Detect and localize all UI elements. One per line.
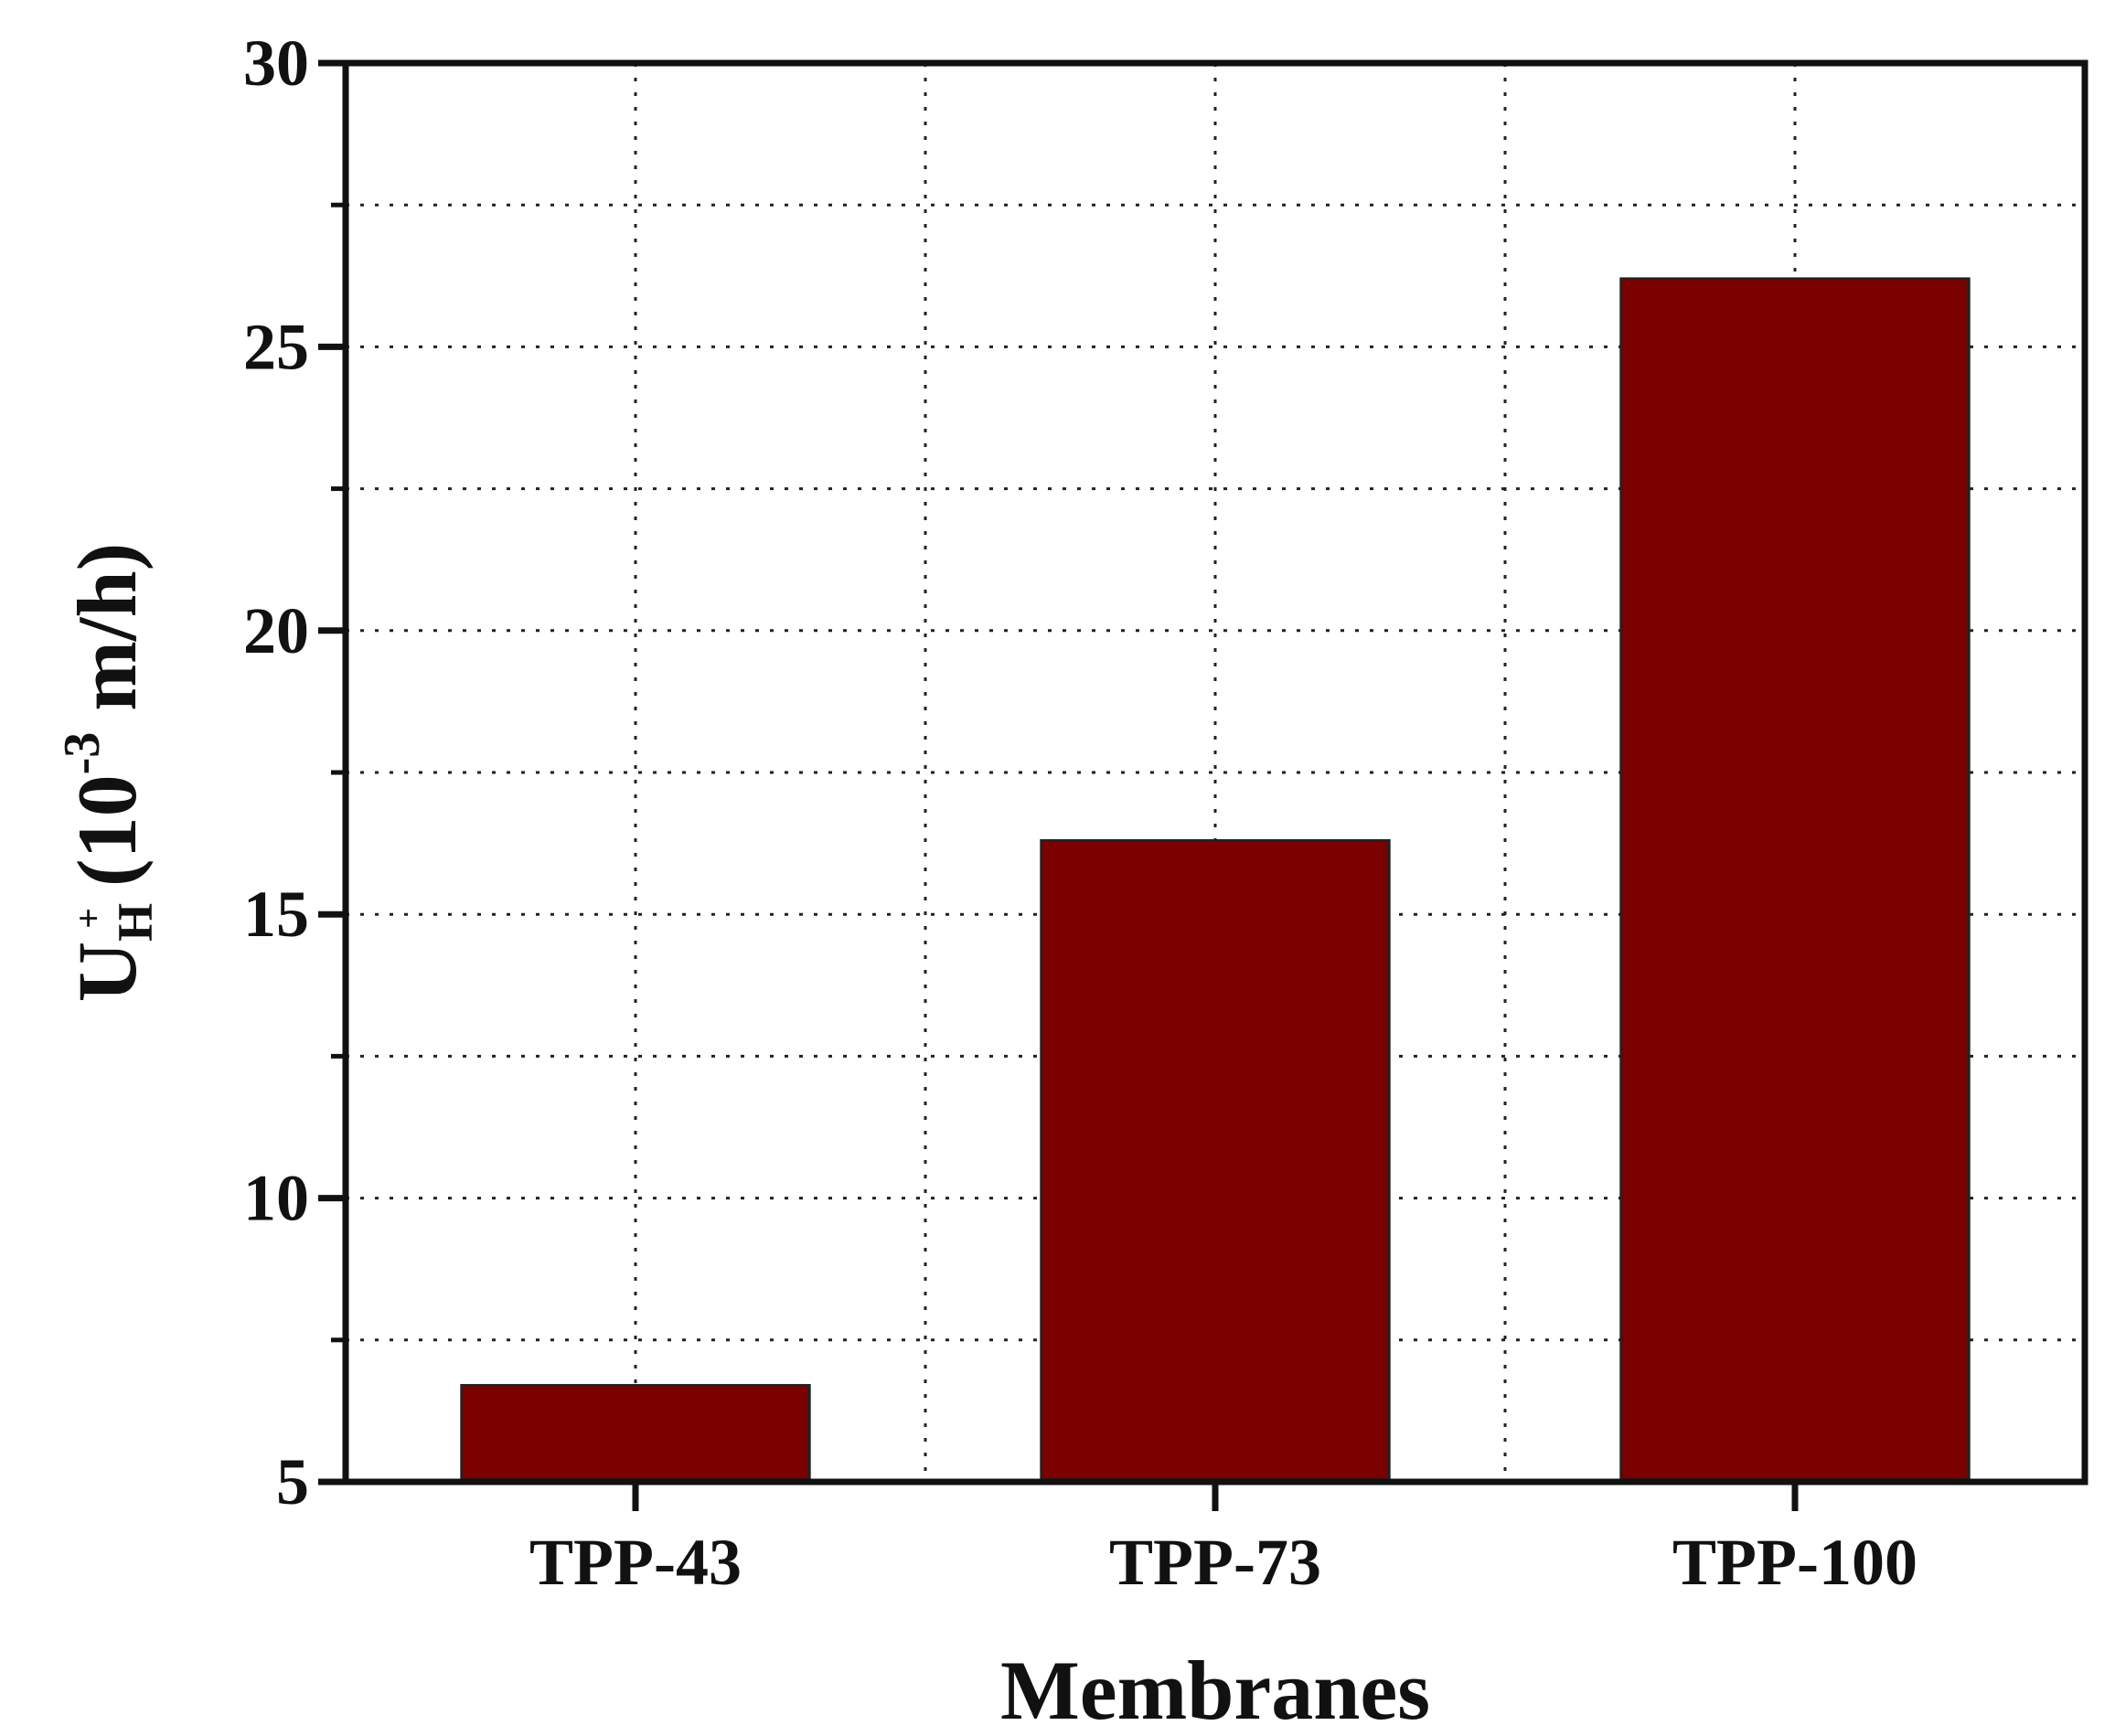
y-tick-label: 5 [276,1445,309,1518]
y-tick-label: 30 [243,27,309,100]
y-axis-title-sup: + [68,908,109,929]
bar-tpp-100 [1619,277,1971,1484]
x-tick-label: TPP-43 [529,1526,742,1599]
x-tick-label: TPP-73 [1109,1526,1321,1599]
y-axis-title-base: U [60,942,154,1002]
x-tick-labels: TPP-43 TPP-73 TPP-100 [529,1526,1917,1599]
y-tick-label: 15 [243,878,309,951]
y-axis-title: UH+ (10-3 m/h) [54,543,163,1003]
y-axis-title-close: m/h) [60,543,154,732]
x-axis-title: Membranes [1000,1644,1430,1736]
y-tick-label: 20 [243,594,309,667]
y-tick-label: 25 [243,310,309,383]
y-axis-title-sub: H [108,903,163,942]
y-axis-title-exp: -3 [54,732,111,775]
axis-ticks [318,59,1799,1511]
bars [460,277,1971,1484]
y-axis-title-open: (10 [60,774,154,908]
x-tick-label: TPP-100 [1672,1526,1917,1599]
bar-tpp-43 [460,1383,811,1484]
bar-tpp-73 [1040,838,1391,1484]
y-tick-label: 10 [243,1162,309,1235]
y-tick-labels: 5 10 15 20 25 30 [243,27,309,1518]
